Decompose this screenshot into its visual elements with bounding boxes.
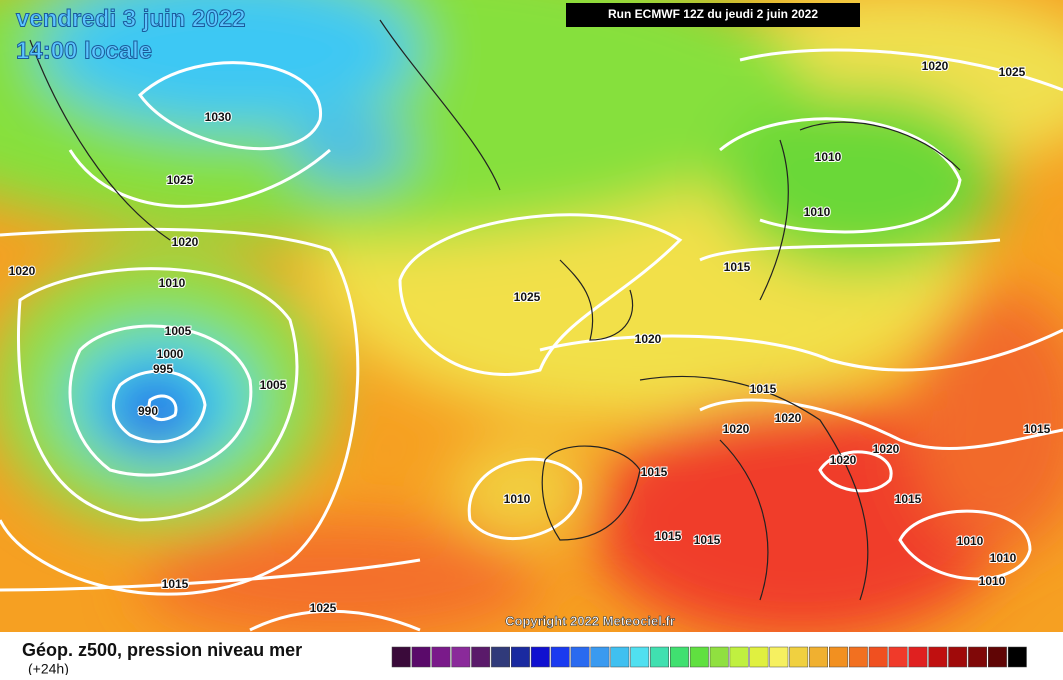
color-swatch xyxy=(451,646,471,668)
color-swatch xyxy=(809,646,828,668)
color-swatch xyxy=(848,646,868,668)
color-swatch xyxy=(689,646,709,668)
color-swatch xyxy=(709,646,729,668)
isobar-label: 1020 xyxy=(775,411,802,425)
time-label: 14:00 locale xyxy=(16,37,152,64)
isobar-label: 1010 xyxy=(979,574,1006,588)
isobar-label: 1015 xyxy=(694,533,721,547)
isobar-label: 1015 xyxy=(895,492,922,506)
isobar-label: 1025 xyxy=(167,173,194,187)
isobar-label: 1025 xyxy=(999,65,1026,79)
color-swatch xyxy=(511,646,530,668)
color-swatch xyxy=(550,646,570,668)
date-label: vendredi 3 juin 2022 xyxy=(16,5,245,32)
coastlines xyxy=(29,19,961,601)
color-swatch xyxy=(868,646,888,668)
color-swatch xyxy=(530,646,550,668)
isobar-label: 1010 xyxy=(990,551,1017,565)
footer-title: Géop. z500, pression niveau mer xyxy=(22,640,302,660)
color-swatch xyxy=(888,646,908,668)
isobar-label: 995 xyxy=(153,362,173,376)
isobar-label: 1015 xyxy=(641,465,668,479)
color-swatch xyxy=(590,646,610,668)
isobar-label: 1015 xyxy=(750,382,777,396)
isobar-label: 1010 xyxy=(159,276,186,290)
isobar-label: 1020 xyxy=(9,264,36,278)
isobars xyxy=(0,48,1063,632)
color-swatch xyxy=(908,646,928,668)
isobar-label: 1010 xyxy=(815,150,842,164)
color-swatch xyxy=(391,646,411,668)
map-field xyxy=(0,0,1063,632)
isobar-label: 1005 xyxy=(165,324,192,338)
color-swatch xyxy=(928,646,948,668)
isobar-label: 1010 xyxy=(957,534,984,548)
isobar-label: 1025 xyxy=(514,290,541,304)
copyright: Copyright 2022 Meteociel.fr xyxy=(505,613,675,628)
color-swatch xyxy=(829,646,848,668)
run-label: Run ECMWF 12Z du jeudi 2 juin 2022 xyxy=(608,7,818,21)
isobar-label: 1020 xyxy=(635,332,662,346)
isobar-label: 1015 xyxy=(655,529,682,543)
color-swatch xyxy=(491,646,510,668)
isobar-label: 1030 xyxy=(205,110,232,124)
color-swatch xyxy=(431,646,451,668)
color-swatch xyxy=(650,646,669,668)
color-swatch xyxy=(570,646,590,668)
isobar-label: 1015 xyxy=(1024,422,1051,436)
run-box xyxy=(566,3,860,27)
color-swatch xyxy=(729,646,749,668)
isobar-label: 1005 xyxy=(260,378,287,392)
color-swatch xyxy=(670,646,689,668)
color-swatch xyxy=(789,646,809,668)
color-swatch xyxy=(610,646,630,668)
isobar-label: 1010 xyxy=(504,492,531,506)
isobar-label: 1020 xyxy=(723,422,750,436)
color-swatch xyxy=(968,646,987,668)
isobar-label: 990 xyxy=(138,404,158,418)
isobar-label: 1015 xyxy=(162,577,189,591)
color-scale xyxy=(391,646,1027,668)
isobar-label: 1020 xyxy=(873,442,900,456)
isobar-label: 1025 xyxy=(310,601,337,615)
color-swatch xyxy=(471,646,491,668)
isobar-label: 1000 xyxy=(157,347,184,361)
isobar-label: 1010 xyxy=(804,205,831,219)
isobar-label: 1020 xyxy=(830,453,857,467)
color-swatch xyxy=(988,646,1007,668)
isobar-label: 1020 xyxy=(172,235,199,249)
color-swatch xyxy=(411,646,431,668)
isobar-label: 1015 xyxy=(724,260,751,274)
color-swatch xyxy=(948,646,968,668)
color-swatch xyxy=(630,646,650,668)
color-swatch xyxy=(1007,646,1027,668)
isobar-label: 1020 xyxy=(922,59,949,73)
color-swatch xyxy=(749,646,769,668)
color-swatch xyxy=(769,646,789,668)
footer-subtitle: (+24h) xyxy=(28,661,69,675)
